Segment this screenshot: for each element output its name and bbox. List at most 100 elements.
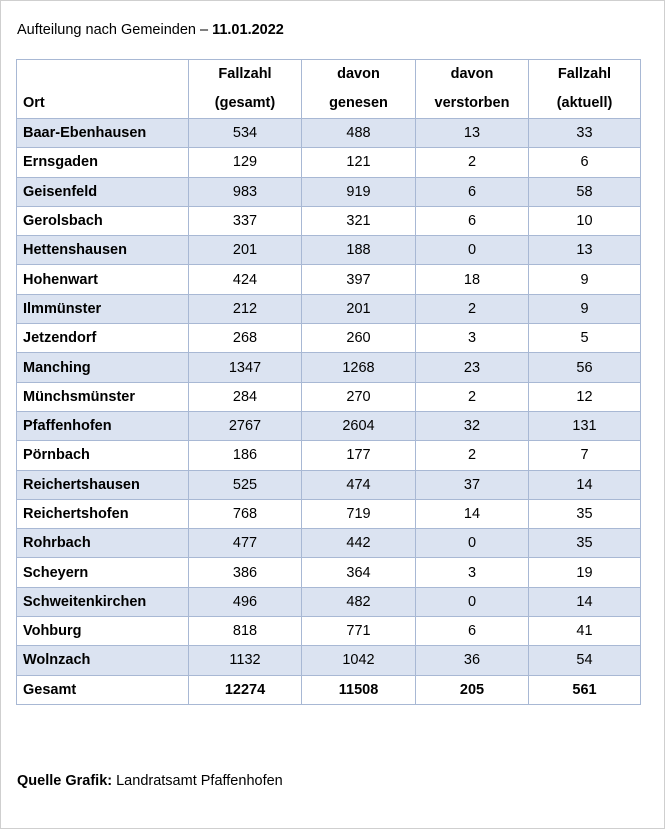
cell-value: 14 <box>528 469 641 500</box>
cell-value: 186 <box>188 440 302 471</box>
cell-ort: Rohrbach <box>16 528 189 559</box>
cell-value: 818 <box>188 616 302 647</box>
cell-ort: Pfaffenhofen <box>16 410 189 442</box>
cell-ort: Reichertshofen <box>16 498 189 530</box>
cell-value: 7 <box>528 440 641 471</box>
cell-value: 2 <box>415 147 529 178</box>
table-row: Wolnzach 1132 1042 36 54 <box>16 645 641 676</box>
table-row: Münchsmünster 284 270 2 12 <box>16 381 641 412</box>
cell-value: 12 <box>528 381 641 412</box>
cell-ort: Pörnbach <box>16 440 189 471</box>
cell-value: 37 <box>415 469 529 500</box>
cell-value: 201 <box>301 293 416 325</box>
header-davon-genesen: davon genesen <box>301 59 416 119</box>
cell-value: 919 <box>301 176 416 207</box>
cell-value: 983 <box>188 176 302 207</box>
cell-value: 23 <box>415 352 529 383</box>
source-note: Quelle Grafik: Landratsamt Pfaffenhofen <box>17 773 283 789</box>
table-row: Rohrbach 477 442 0 35 <box>16 528 641 559</box>
table-row: Ernsgaden 129 121 2 6 <box>16 147 641 178</box>
cell-value: 771 <box>301 616 416 647</box>
cell-value: 131 <box>528 410 641 442</box>
cell-value: 337 <box>188 205 302 237</box>
cell-ort: Jetzendorf <box>16 323 189 354</box>
cell-value: 525 <box>188 469 302 500</box>
cell-value: 6 <box>528 147 641 178</box>
header-row: Ort Fallzahl (gesamt) davon genesen davon v… <box>16 59 641 119</box>
cell-total-label: Gesamt <box>16 674 189 705</box>
cell-value: 58 <box>528 176 641 207</box>
cell-ort: Münchsmünster <box>16 381 189 412</box>
cell-ort: Ernsgaden <box>16 147 189 178</box>
cell-value: 260 <box>301 323 416 354</box>
cell-value: 10 <box>528 205 641 237</box>
cell-value: 284 <box>188 381 302 412</box>
cell-ort: Schweitenkirchen <box>16 586 189 618</box>
cell-value: 1042 <box>301 645 416 676</box>
table-row: Vohburg 818 771 6 41 <box>16 616 641 647</box>
cell-total-value: 12274 <box>188 674 302 705</box>
cell-ort: Scheyern <box>16 557 189 588</box>
cell-value: 5 <box>528 323 641 354</box>
cell-value: 14 <box>528 586 641 618</box>
cell-value: 41 <box>528 616 641 647</box>
header-davon-verstorben: davon verstorben <box>415 59 529 119</box>
cell-value: 2 <box>415 381 529 412</box>
cell-value: 6 <box>415 205 529 237</box>
cell-value: 54 <box>528 645 641 676</box>
cell-value: 177 <box>301 440 416 471</box>
page-heading: Aufteilung nach Gemeinden – 11.01.2022 <box>17 22 284 38</box>
cell-value: 14 <box>415 498 529 530</box>
cell-value: 35 <box>528 528 641 559</box>
cell-value: 0 <box>415 586 529 618</box>
table-row: Ilmmünster 212 201 2 9 <box>16 293 641 325</box>
cell-value: 36 <box>415 645 529 676</box>
cell-value: 35 <box>528 498 641 530</box>
cell-value: 18 <box>415 264 529 295</box>
cell-value: 496 <box>188 586 302 618</box>
cell-total-value: 11508 <box>301 674 416 705</box>
table-row: Hettenshausen 201 188 0 13 <box>16 235 641 266</box>
cell-value: 201 <box>188 235 302 266</box>
cell-value: 270 <box>301 381 416 412</box>
cell-value: 768 <box>188 498 302 530</box>
table-row: Manching 1347 1268 23 56 <box>16 352 641 383</box>
cell-value: 0 <box>415 235 529 266</box>
cell-value: 0 <box>415 528 529 559</box>
cell-value: 719 <box>301 498 416 530</box>
cell-value: 129 <box>188 147 302 178</box>
cell-value: 212 <box>188 293 302 325</box>
cell-ort: Baar-Ebenhausen <box>16 117 189 149</box>
cell-value: 19 <box>528 557 641 588</box>
cell-value: 13 <box>415 117 529 149</box>
cases-table: Ort Fallzahl (gesamt) davon genesen davon v… <box>16 59 641 705</box>
header-fallzahl-aktuell: Fallzahl (aktuell) <box>528 59 641 119</box>
cell-ort: Wolnzach <box>16 645 189 676</box>
table-row: Scheyern 386 364 3 19 <box>16 557 641 588</box>
cell-value: 2 <box>415 440 529 471</box>
cell-value: 121 <box>301 147 416 178</box>
cell-value: 321 <box>301 205 416 237</box>
cell-value: 1347 <box>188 352 302 383</box>
cell-total-value: 561 <box>528 674 641 705</box>
cell-value: 2604 <box>301 410 416 442</box>
cell-value: 56 <box>528 352 641 383</box>
cell-value: 1132 <box>188 645 302 676</box>
heading-date: 11.01.2022 <box>212 22 284 38</box>
table-row: Reichertshofen 768 719 14 35 <box>16 498 641 530</box>
table-row: Jetzendorf 268 260 3 5 <box>16 323 641 354</box>
source-text: Landratsamt Pfaffenhofen <box>112 773 283 789</box>
cell-value: 474 <box>301 469 416 500</box>
table-row: Baar-Ebenhausen 534 488 13 33 <box>16 117 641 149</box>
cell-value: 482 <box>301 586 416 618</box>
cell-value: 3 <box>415 557 529 588</box>
table-row: Schweitenkirchen 496 482 0 14 <box>16 586 641 618</box>
cell-value: 33 <box>528 117 641 149</box>
cell-value: 442 <box>301 528 416 559</box>
cell-ort: Gerolsbach <box>16 205 189 237</box>
table-row: Reichertshausen 525 474 37 14 <box>16 469 641 500</box>
cell-value: 2767 <box>188 410 302 442</box>
cell-value: 3 <box>415 323 529 354</box>
cell-value: 6 <box>415 616 529 647</box>
cell-value: 188 <box>301 235 416 266</box>
